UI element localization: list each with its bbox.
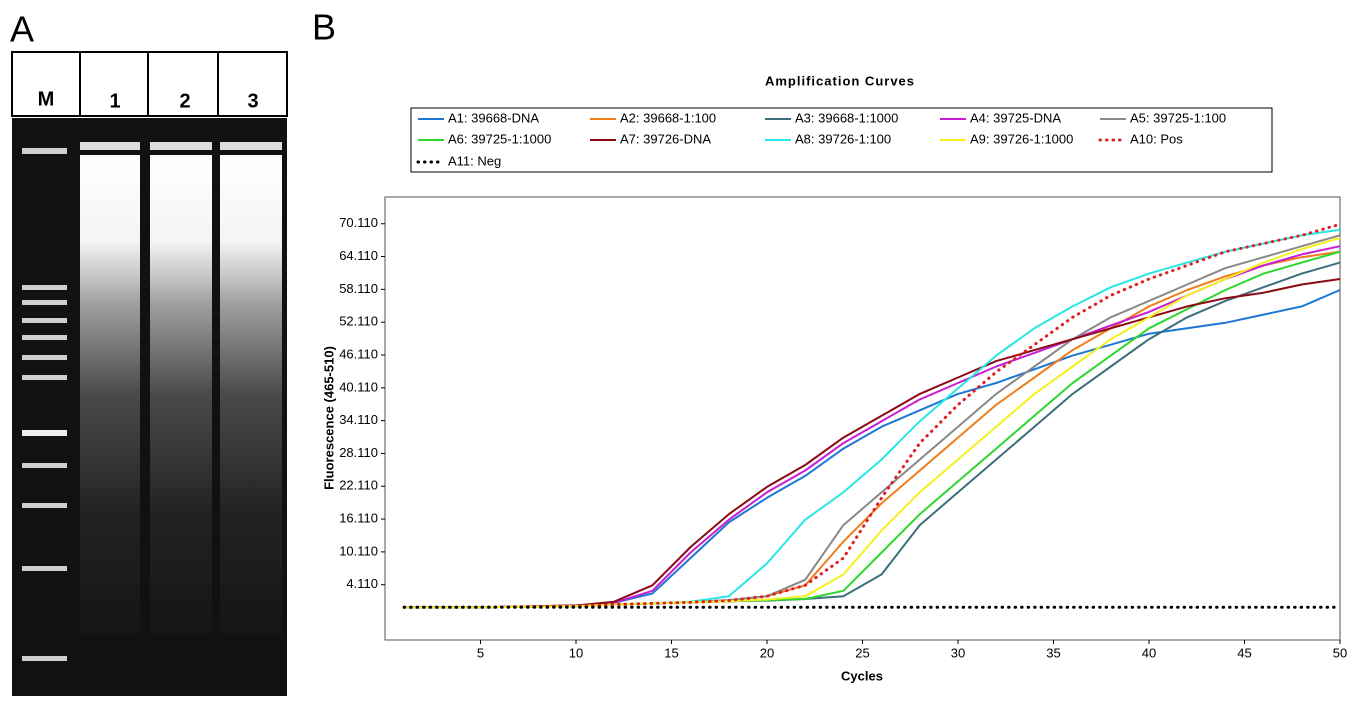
x-tick-label: 5 xyxy=(477,645,484,660)
chart-title: Amplification Curves xyxy=(765,73,915,88)
plot-area xyxy=(385,197,1340,640)
legend-label: A8: 39726-1:100 xyxy=(795,131,891,146)
legend-label: A7: 39726-DNA xyxy=(620,131,711,146)
x-tick-label: 25 xyxy=(855,645,869,660)
y-tick-label: 52.110 xyxy=(339,314,378,329)
legend-label: A9: 39726-1:1000 xyxy=(970,131,1073,146)
legend-label: A11: Neg xyxy=(448,153,501,168)
legend-label: A5: 39725-1:100 xyxy=(1130,110,1226,125)
x-tick-label: 40 xyxy=(1142,645,1156,660)
x-tick-label: 30 xyxy=(951,645,965,660)
y-tick-label: 28.110 xyxy=(339,445,378,460)
panel-label: B xyxy=(312,7,336,48)
legend-label: A1: 39668-DNA xyxy=(448,110,539,125)
x-tick-label: 15 xyxy=(664,645,678,660)
legend-label: A6: 39725-1:1000 xyxy=(448,131,551,146)
y-tick-label: 10.110 xyxy=(339,543,378,558)
lane-label: 1 xyxy=(109,90,120,112)
figure: A M 1 2 3 B Amplificatio xyxy=(0,0,1361,696)
y-tick-label: 34.110 xyxy=(339,412,378,427)
y-tick-label: 70.110 xyxy=(339,215,378,230)
y-tick-label: 4.110 xyxy=(346,576,378,591)
x-tick-label: 10 xyxy=(569,645,583,660)
lane-label: 2 xyxy=(179,90,190,112)
y-tick-label: 16.110 xyxy=(339,511,378,526)
y-tick-label: 58.110 xyxy=(339,281,378,296)
y-tick-label: 22.110 xyxy=(339,478,378,493)
y-tick-label: 40.110 xyxy=(339,379,378,394)
legend-label: A10: Pos xyxy=(1130,131,1183,146)
y-axis-label: Fluorescence (465-510) xyxy=(321,346,336,490)
lane-label: 3 xyxy=(247,90,258,112)
legend-label: A2: 39668-1:100 xyxy=(620,110,716,125)
x-axis-label: Cycles xyxy=(841,668,883,683)
y-tick-label: 46.110 xyxy=(339,346,378,361)
x-tick-label: 35 xyxy=(1046,645,1060,660)
lane-label: M xyxy=(38,88,55,110)
gel-image xyxy=(12,118,287,696)
legend-label: A4: 39725-DNA xyxy=(970,110,1061,125)
x-tick-label: 45 xyxy=(1237,645,1251,660)
y-tick-label: 64.110 xyxy=(339,248,378,263)
x-tick-label: 20 xyxy=(760,645,774,660)
legend-label: A3: 39668-1:1000 xyxy=(795,110,898,125)
x-tick-label: 50 xyxy=(1333,645,1347,660)
panel-label: A xyxy=(10,9,34,50)
